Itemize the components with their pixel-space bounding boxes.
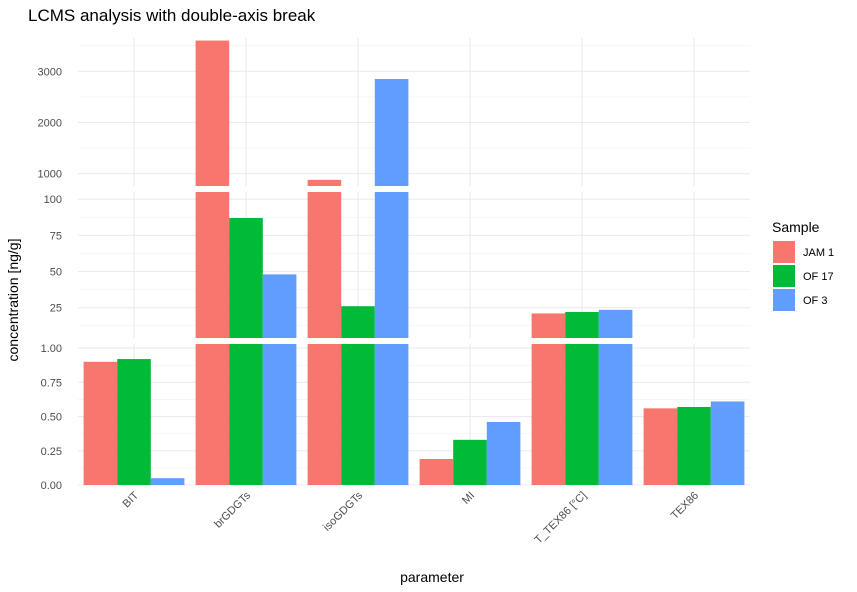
legend: Sample JAM 1 OF 17 OF 3: [772, 219, 834, 311]
legend-label: OF 17: [803, 271, 834, 283]
y-tick-label: 50: [50, 267, 62, 279]
axis-break-gap: [0, 186, 760, 192]
legend-label: OF 3: [803, 295, 827, 307]
bar-jam-1: [307, 179, 342, 186]
bar-of-17: [565, 344, 599, 485]
legend-swatch: [773, 265, 795, 287]
legend-label: JAM 1: [803, 247, 834, 259]
bar-jam-1: [195, 192, 230, 338]
bar-jam-1: [531, 313, 566, 338]
bar-of-3: [710, 401, 745, 485]
bar-jam-1: [643, 408, 678, 485]
y-tick-label: 3000: [38, 66, 62, 78]
y-tick-label: 0.25: [41, 446, 62, 458]
x-tick-label: BIT: [121, 489, 142, 510]
bar-jam-1: [195, 344, 230, 485]
legend-title: Sample: [772, 219, 820, 235]
bar-of-17: [117, 359, 151, 485]
bar-of-17: [341, 344, 375, 485]
bar-of-3: [374, 344, 409, 485]
bar-jam-1: [307, 192, 342, 338]
y-tick-label: 1000: [38, 169, 62, 181]
x-axis-title: parameter: [400, 569, 464, 585]
bar-of-3: [374, 78, 409, 186]
bar-of-3: [598, 309, 633, 338]
legend-swatch: [773, 241, 795, 263]
bar-of-3: [598, 344, 633, 485]
y-tick-label: 25: [50, 303, 62, 315]
bar-of-17: [565, 311, 599, 338]
x-tick-labels: BIT brGDGTs isoGDGTs MI T_TEX86 [°C] TEX86: [121, 489, 702, 546]
axis-break-gaps: [0, 186, 760, 344]
bar-of-17: [677, 406, 711, 485]
x-tick-label: T_TEX86 [°C]: [533, 490, 590, 547]
bar-jam-1: [531, 344, 566, 485]
bars-layer: [83, 40, 745, 485]
bar-of-3: [262, 274, 297, 338]
y-axis-title: concentration [ng/g]: [5, 239, 21, 362]
x-tick-label: isoGDGTs: [321, 489, 365, 533]
bar-of-17: [453, 439, 487, 485]
bar-jam-1: [419, 458, 454, 485]
bar-jam-1: [83, 361, 118, 485]
y-tick-labels: 0.00 0.25 0.50 0.75 1.00 25 50 75 100 1000 2000 300…: [38, 66, 62, 492]
y-tick-label: 0.00: [41, 480, 62, 492]
y-tick-label: 100: [44, 194, 62, 206]
axis-break-gap: [0, 338, 760, 344]
bar-jam-1: [195, 40, 230, 187]
x-tick-label: brGDGTs: [212, 489, 253, 530]
bar-of-3: [262, 344, 297, 485]
bar-of-17: [229, 218, 263, 338]
x-tick-label: TEX86: [669, 490, 701, 522]
bar-jam-1: [307, 344, 342, 485]
x-tick-label: MI: [460, 490, 477, 507]
bar-of-17: [229, 344, 263, 485]
bar-of-3: [486, 422, 521, 485]
bar-of-17: [341, 306, 375, 338]
bar-of-3: [374, 192, 409, 338]
y-tick-label: 2000: [38, 117, 62, 129]
legend-swatch: [773, 289, 795, 311]
y-tick-label: 75: [50, 230, 62, 242]
y-tick-label: 0.75: [41, 377, 62, 389]
y-tick-label: 1.00: [41, 343, 62, 355]
y-tick-label: 0.50: [41, 412, 62, 424]
bar-of-3: [150, 478, 185, 485]
chart-title: LCMS analysis with double-axis break: [28, 6, 316, 25]
